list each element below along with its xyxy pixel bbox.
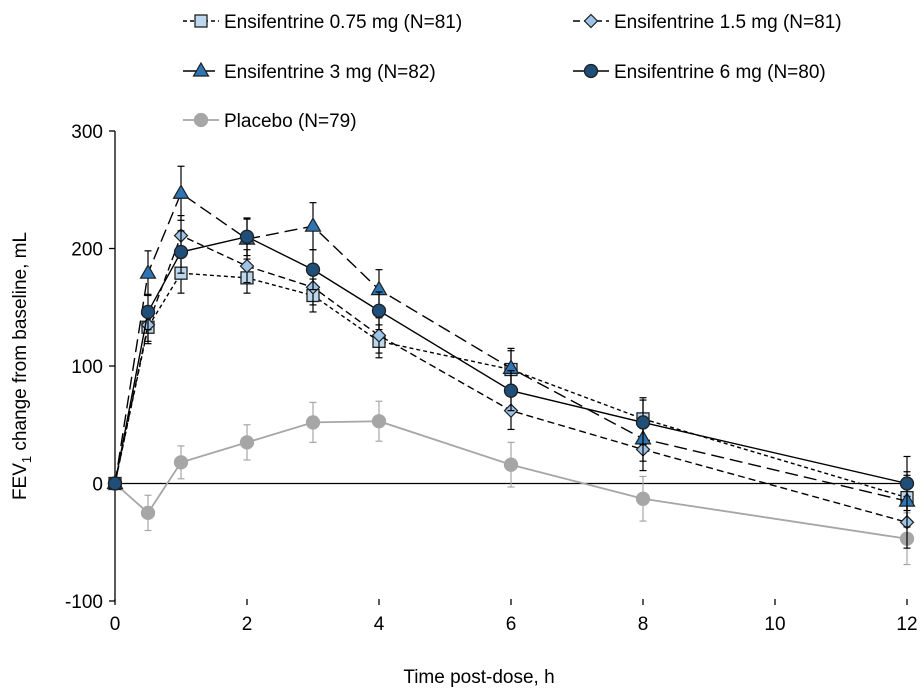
data-point — [371, 303, 387, 318]
data-point — [140, 304, 156, 320]
data-point — [635, 415, 651, 430]
legend-item-5: Placebo (N=79) — [183, 111, 357, 132]
y-tick-label: 100 — [71, 357, 103, 378]
y-tick-label: 200 — [71, 240, 103, 261]
data-point — [239, 435, 255, 450]
x-tick-label: 4 — [374, 614, 385, 635]
data-point — [139, 263, 157, 279]
legend-item-1: Ensifentrine 0.75 mg (N=81) — [183, 12, 462, 33]
legend-label: Ensifentrine 0.75 mg (N=81) — [224, 12, 462, 33]
data-point — [503, 383, 519, 398]
series-4 — [107, 217, 915, 512]
legend: Ensifentrine 0.75 mg (N=81) Ensifentrine … — [183, 12, 842, 132]
data-point — [635, 491, 651, 506]
data-point — [140, 505, 156, 521]
legend-label: Placebo (N=79) — [224, 111, 357, 132]
x-tick-label: 0 — [110, 614, 121, 635]
data-point — [305, 262, 321, 277]
data-point — [107, 476, 123, 491]
data-point — [899, 476, 915, 491]
data-point — [503, 457, 519, 472]
y-tick-label: -100 — [65, 592, 103, 613]
y-tick-label: 0 — [92, 475, 103, 496]
data-point — [239, 229, 255, 244]
x-tick-label: 12 — [896, 614, 917, 635]
legend-marker — [583, 63, 599, 79]
y-tick-label: 300 — [71, 122, 103, 143]
data-point — [305, 415, 321, 430]
data-point — [304, 216, 322, 232]
series-5 — [107, 400, 915, 566]
legend-marker — [194, 14, 208, 28]
x-tick-label: 8 — [638, 614, 649, 635]
data-point — [173, 244, 189, 260]
x-axis-title: Time post-dose, h — [403, 667, 554, 688]
legend-item-2: Ensifentrine 1.5 mg (N=81) — [573, 12, 842, 33]
x-tick-label: 10 — [764, 614, 785, 635]
legend-marker — [192, 61, 210, 77]
x-tick-label: 6 — [506, 614, 517, 635]
plot-area — [106, 165, 916, 566]
data-point — [371, 328, 387, 343]
legend-item-3: Ensifentrine 3 mg (N=82) — [183, 61, 436, 83]
legend-marker — [583, 13, 599, 29]
legend-label: Ensifentrine 1.5 mg (N=81) — [614, 12, 842, 33]
x-tick-label: 2 — [242, 614, 253, 635]
legend-item-4: Ensifentrine 6 mg (N=80) — [573, 62, 826, 83]
legend-marker — [193, 112, 209, 128]
data-point — [371, 414, 387, 429]
legend-label: Ensifentrine 6 mg (N=80) — [614, 62, 826, 83]
data-point — [173, 455, 189, 470]
data-point — [239, 258, 255, 274]
y-axis-title: FEV1 change from baseline, mL — [10, 232, 34, 500]
data-point — [172, 184, 190, 199]
legend-label: Ensifentrine 3 mg (N=82) — [224, 62, 436, 83]
